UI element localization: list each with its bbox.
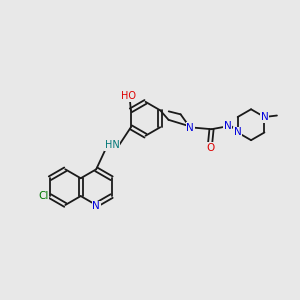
Text: HN: HN	[105, 140, 119, 150]
Text: N: N	[186, 123, 194, 133]
Text: N: N	[261, 112, 268, 122]
Text: Cl: Cl	[38, 191, 49, 201]
Text: N: N	[234, 128, 242, 137]
Text: O: O	[206, 142, 214, 153]
Text: N: N	[224, 121, 232, 131]
Text: HO: HO	[121, 91, 136, 101]
Text: N: N	[92, 202, 100, 212]
